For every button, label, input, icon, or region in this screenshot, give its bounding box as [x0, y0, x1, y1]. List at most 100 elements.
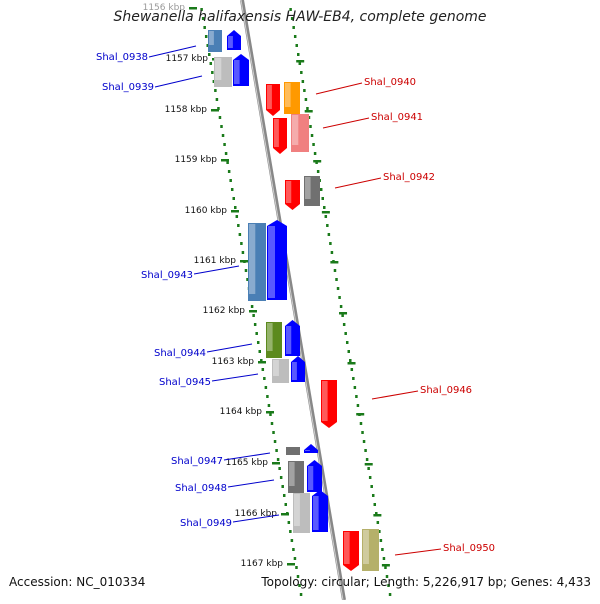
- track-dot-right: [352, 377, 355, 380]
- track-tick-right: [296, 60, 305, 63]
- gene-block-cog-0945: [272, 359, 289, 383]
- map-title: Shewanella halifaxensis HAW-EB4, complet…: [113, 9, 487, 25]
- gene-arrow-0939: [233, 54, 249, 86]
- gene-label-shal_0944: Shal_0944: [154, 348, 206, 359]
- track-dot-right: [349, 359, 352, 362]
- track-dot-left: [284, 503, 288, 506]
- track-dot-left: [258, 350, 261, 353]
- gene-leader-line: [232, 514, 280, 523]
- gene-label-shal_0949: Shal_0949: [180, 518, 232, 529]
- gene-arrow-0942-shape: [285, 180, 300, 210]
- track-dot-right: [301, 80, 305, 83]
- track-dot-right: [382, 557, 386, 560]
- gene-label-shal_0950: Shal_0950: [443, 543, 495, 554]
- gene-arrow-0938: [227, 30, 241, 50]
- gene-block-cog-0939-highlight: [215, 58, 222, 80]
- gene-leader-line: [371, 390, 419, 400]
- gene-block-cog-0940-highlight: [285, 83, 291, 107]
- track-dot-right: [298, 62, 302, 65]
- track-dot-left: [279, 476, 283, 479]
- track-dot-right: [359, 422, 363, 425]
- track-dot-left: [203, 26, 206, 29]
- gene-arrow-0950-highlight: [344, 532, 350, 564]
- track-dot-left: [276, 458, 280, 461]
- track-tick-right: [313, 160, 322, 163]
- gene-leader-line: [206, 343, 253, 353]
- scale-label: 1159 kbp: [175, 155, 218, 165]
- track-dot-left: [238, 233, 242, 236]
- gene-arrow-0942: [285, 180, 300, 210]
- gene-leader-line: [334, 177, 382, 189]
- gene-block-cog-0943-shape: [248, 223, 266, 301]
- gene-arrow-0943: [267, 220, 287, 300]
- track-dot-right: [293, 35, 297, 38]
- gene-arrow-0949: [312, 490, 328, 532]
- scale-tick: [249, 310, 257, 313]
- track-dot-right: [330, 251, 334, 254]
- track-dot-left: [224, 152, 228, 155]
- gene-arrow-0943-shape: [267, 220, 287, 300]
- gene-arrow-0950: [343, 531, 359, 571]
- gene-arrow-0941-shape: [273, 118, 287, 154]
- scale-tick: [221, 159, 229, 162]
- track-tick-right: [347, 362, 356, 365]
- track-dot-right: [310, 134, 314, 137]
- gene-arrow-0941: [273, 118, 287, 154]
- track-dot-left: [201, 17, 205, 20]
- gene-block-cog-0947: [286, 447, 300, 455]
- track-dot-right: [313, 152, 317, 155]
- track-dot-left: [282, 494, 286, 497]
- track-dot-right: [388, 593, 392, 596]
- gene-label-shal_0946: Shal_0946: [420, 385, 472, 396]
- gene-block-cog-0941-shape: [291, 114, 309, 152]
- gene-arrow-0944-highlight: [286, 326, 292, 354]
- track-dot-right: [365, 458, 369, 461]
- track-dot-right: [344, 332, 347, 335]
- gene-label-shal_0945: Shal_0945: [159, 377, 211, 388]
- scale-tick: [231, 210, 239, 213]
- track-dot-right: [335, 278, 338, 281]
- track-tick-right: [321, 211, 330, 214]
- gene-arrow-0947: [304, 444, 318, 453]
- gene-block-cog-0950-highlight: [363, 530, 369, 564]
- track-dot-right: [381, 548, 384, 551]
- scale-tick: [258, 361, 266, 364]
- track-dot-left: [250, 305, 254, 308]
- scale-tick: [281, 513, 289, 516]
- track-dot-left: [200, 8, 203, 11]
- gene-label-shal_0940: Shal_0940: [364, 77, 416, 88]
- track-dot-right: [347, 350, 350, 353]
- track-dot-left: [214, 89, 217, 92]
- track-dot-right: [345, 341, 349, 344]
- scale-label: 1158 kbp: [165, 105, 208, 115]
- gene-leader-line: [322, 117, 370, 129]
- gene-leader-line: [315, 82, 363, 95]
- track-dot-left: [293, 557, 297, 560]
- gene-block-cog-0950: [362, 529, 379, 571]
- gene-arrow-0946: [321, 380, 337, 428]
- track-tick-right: [381, 564, 390, 567]
- track-dot-right: [373, 503, 377, 506]
- track-dot-left: [266, 395, 269, 398]
- gene-block-cog-0940: [284, 82, 300, 114]
- scale-label: 1167 kbp: [241, 559, 284, 569]
- track-dot-left: [240, 242, 243, 245]
- track-tick-right: [373, 514, 382, 517]
- gene-label-shal_0941: Shal_0941: [371, 112, 423, 123]
- track-dot-left: [226, 161, 229, 164]
- track-dot-left: [244, 269, 248, 272]
- track-dot-left: [252, 314, 255, 317]
- track-dot-left: [270, 422, 274, 425]
- gene-block-cog-0943: [248, 223, 266, 301]
- scale-tick: [287, 563, 295, 566]
- track-dot-left: [260, 359, 263, 362]
- track-dot-left: [204, 35, 208, 38]
- gene-block-cog-0947-shape: [286, 447, 300, 455]
- track-dot-right: [327, 233, 331, 236]
- gene-block-cog-0941-highlight: [292, 115, 299, 145]
- gene-label-shal_0943: Shal_0943: [141, 270, 193, 281]
- track-dot-left: [255, 332, 258, 335]
- track-dot-right: [326, 224, 329, 227]
- gene-block-cog-0948-shape: [288, 461, 304, 493]
- gene-arrow-0938-highlight: [228, 36, 233, 48]
